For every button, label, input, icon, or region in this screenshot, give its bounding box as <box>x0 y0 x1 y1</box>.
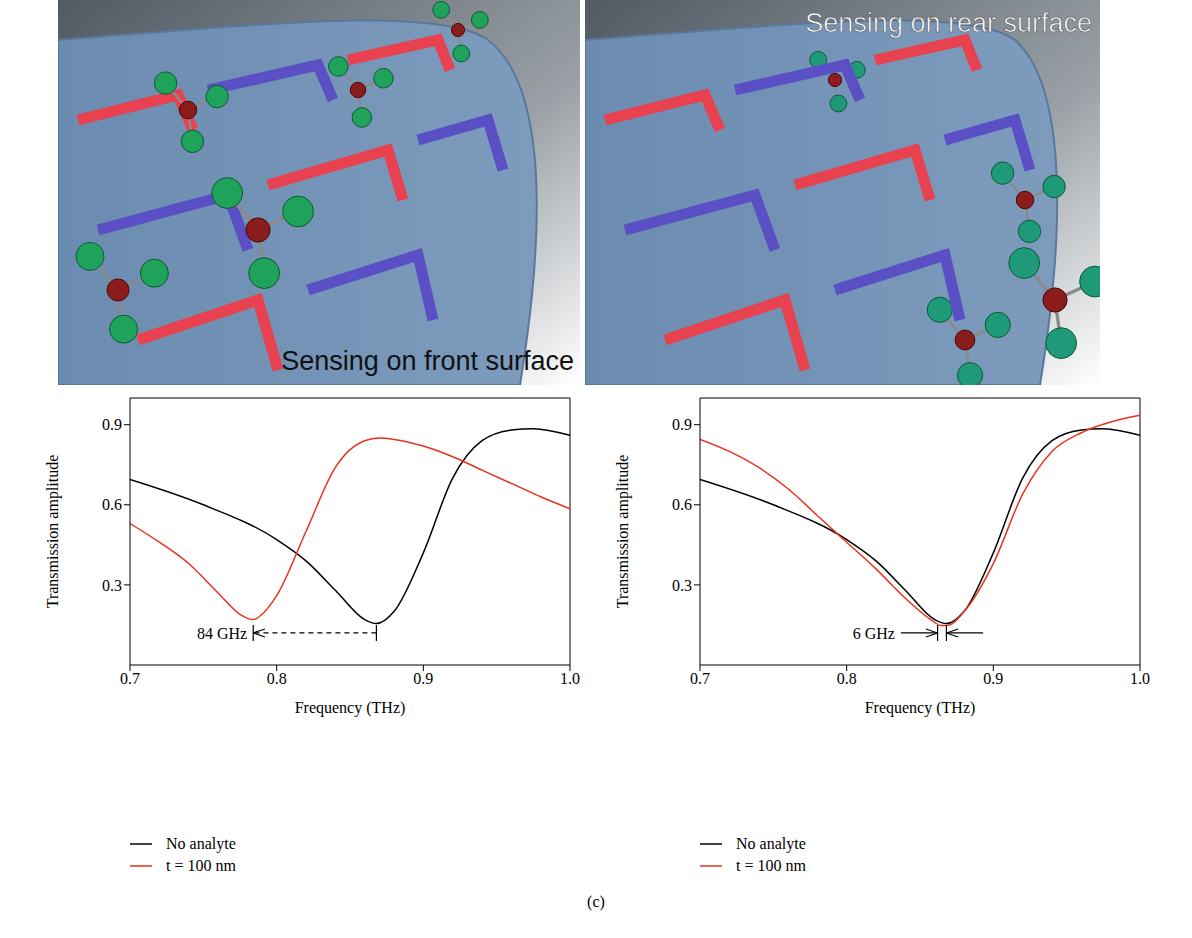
html-text:t = 100 nm: t = 100 nm <box>166 857 236 874</box>
svg-text:Transmission amplitude: Transmission amplitude <box>44 455 62 609</box>
svg-text:0.9: 0.9 <box>672 416 692 433</box>
html-text:No analyte: No analyte <box>736 835 806 852</box>
svg-text:0.8: 0.8 <box>837 670 857 687</box>
svg-text:0.6: 0.6 <box>102 496 122 513</box>
svg-text:0.7: 0.7 <box>120 670 140 687</box>
svg-text:6 GHz: 6 GHz <box>853 625 895 642</box>
svg-text:0.3: 0.3 <box>102 577 122 594</box>
svg-text:0.3: 0.3 <box>672 577 692 594</box>
html-text:(c): (c) <box>587 893 605 910</box>
svg-text:1.0: 1.0 <box>560 670 580 687</box>
svg-text:Frequency (THz): Frequency (THz) <box>865 699 976 717</box>
svg-text:0.9: 0.9 <box>102 416 122 433</box>
svg-text:Frequency (THz): Frequency (THz) <box>295 699 406 717</box>
html-text:t = 100 nm: t = 100 nm <box>736 857 806 874</box>
svg-text:Transmission amplitude: Transmission amplitude <box>614 455 632 609</box>
html-text:No analyte: No analyte <box>166 835 236 852</box>
svg-text:0.7: 0.7 <box>690 670 710 687</box>
svg-text:1.0: 1.0 <box>1130 670 1150 687</box>
svg-text:Sensing on front surface: Sensing on front surface <box>281 346 574 376</box>
svg-text:0.6: 0.6 <box>672 496 692 513</box>
svg-text:0.9: 0.9 <box>413 670 433 687</box>
svg-text:84 GHz: 84 GHz <box>197 625 247 642</box>
svg-text:0.8: 0.8 <box>267 670 287 687</box>
svg-text:Sensing on rear surface: Sensing on rear surface <box>805 8 1092 38</box>
svg-text:0.9: 0.9 <box>983 670 1003 687</box>
